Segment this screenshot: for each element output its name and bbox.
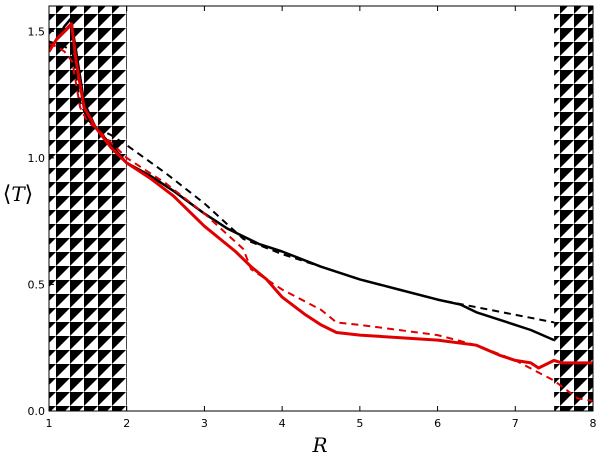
- y-axis-label: ⟨T⟩: [3, 182, 34, 207]
- x-axis-label: R: [311, 433, 327, 455]
- y-axis-label-open: ⟨: [3, 182, 12, 207]
- x-tick-label: 6: [434, 417, 441, 430]
- y-tick-label: 0.0: [28, 405, 46, 418]
- y-ticks: 0.0 0.5 1.0 1.5: [28, 25, 593, 418]
- y-tick-label: 0.5: [28, 278, 46, 291]
- x-tick-label: 4: [279, 417, 286, 430]
- x-ticks: 1 2 3 4 5 6 7 8: [46, 6, 597, 430]
- hatched-regions: [49, 6, 593, 411]
- y-axis-label-symbol: T: [11, 182, 26, 206]
- y-axis-label-close: ⟩: [25, 182, 34, 207]
- hatched-region-1: [554, 6, 593, 411]
- y-tick-label: 1.0: [28, 152, 46, 165]
- x-tick-label: 8: [590, 417, 597, 430]
- x-tick-label: 2: [123, 417, 130, 430]
- hatched-region-0: [49, 6, 127, 411]
- y-tick-label: 1.5: [28, 25, 46, 38]
- plot-frame: [48, 5, 594, 412]
- series-layer: [49, 17, 593, 402]
- series-line-3: [49, 43, 593, 402]
- x-tick-label: 1: [46, 417, 53, 430]
- x-tick-label: 5: [356, 417, 363, 430]
- x-tick-label: 7: [512, 417, 519, 430]
- x-tick-label: 3: [201, 417, 208, 430]
- series-line-2: [49, 22, 593, 370]
